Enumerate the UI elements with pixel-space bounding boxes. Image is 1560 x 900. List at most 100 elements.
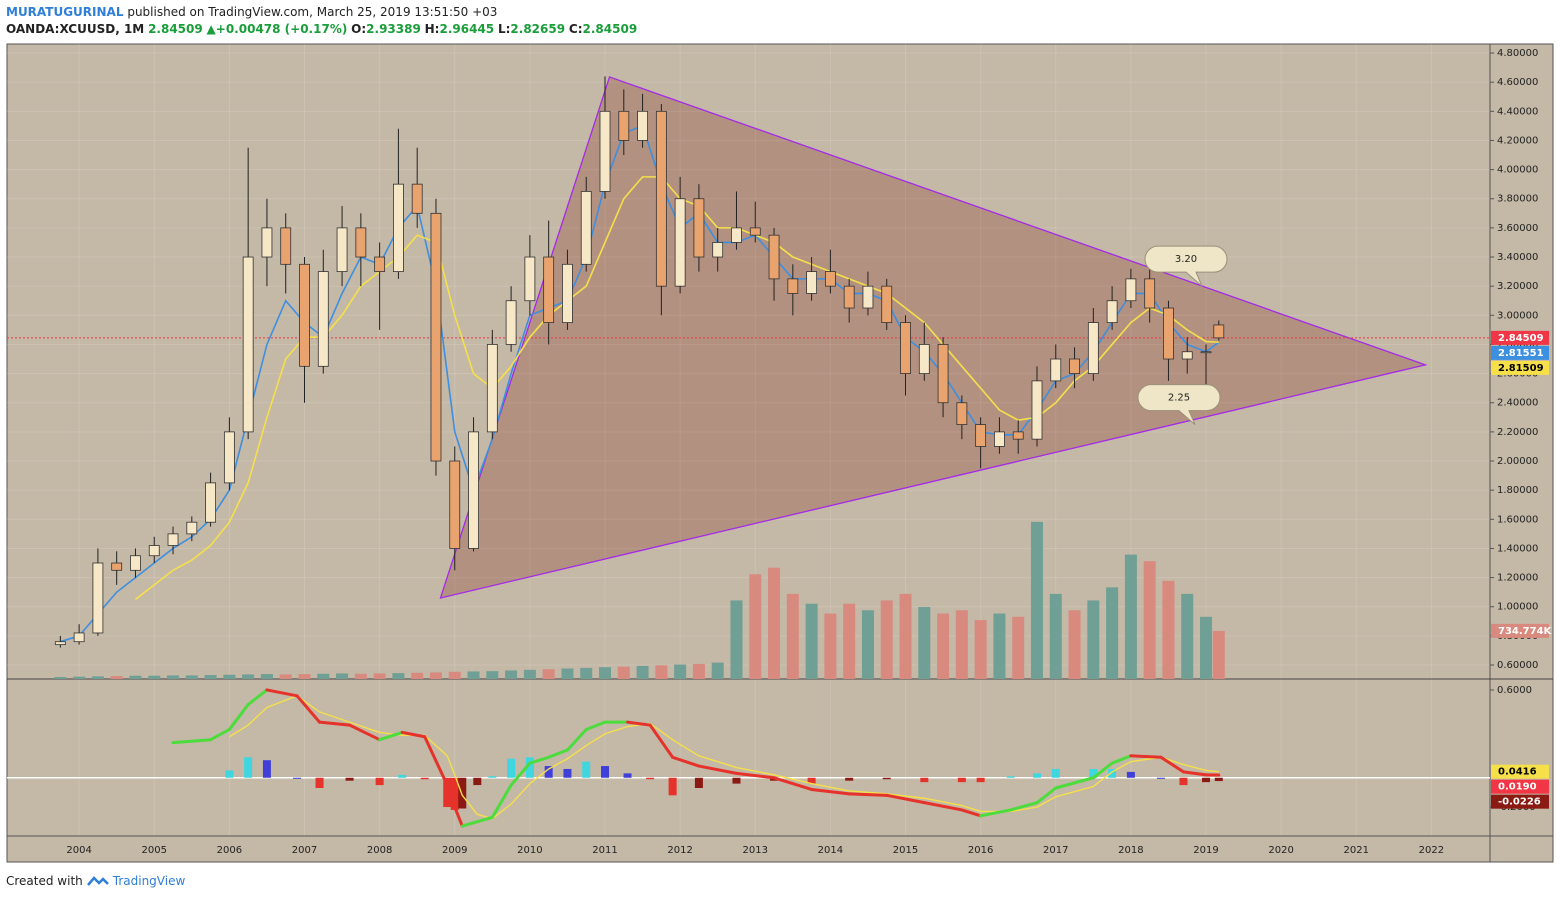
price-badge [1491,779,1549,794]
volume-bar [1143,561,1156,679]
volume-bar [749,574,762,679]
candle-body [1181,351,1193,360]
candle-body [768,234,780,280]
change: +0.00478 (+0.17%) [215,22,348,36]
candle-body [411,183,423,214]
candle-body [1106,300,1118,323]
histogram-bar [807,777,816,784]
volume-bar [805,603,818,679]
volume-bar [974,620,987,679]
y-tick-label: 4.00000 [1497,165,1538,176]
volume-bar [937,613,950,679]
candle-body [1087,322,1099,374]
callout-bubble [1137,384,1221,425]
histogram-bar [315,777,324,788]
price-badge [1491,360,1549,375]
candle-body [73,632,85,643]
candle-body [486,344,498,433]
volume-bar [599,667,612,679]
chart-background [6,43,1554,863]
x-tick-label: 2014 [818,845,843,856]
x-tick-label: 2012 [667,845,692,856]
histogram-bar [262,760,271,778]
y-tick-label: 1.60000 [1497,514,1538,525]
x-tick-label: 2006 [217,845,242,856]
candle-body [937,344,949,404]
price-badge-label: 0.0416 [1498,767,1537,778]
macd-segment [847,792,889,797]
volume-bar [1212,630,1225,679]
candle-body [975,424,987,447]
price-badge-label: 0.0190 [1498,782,1537,793]
y-tick-label: 4.60000 [1497,77,1538,88]
histogram-bar [582,761,591,778]
histogram-bar [225,770,234,778]
volume-bar [73,676,86,679]
volume-bar [730,600,743,679]
candle-body [655,110,667,287]
candle-body [205,482,216,523]
macd-segment [772,776,814,791]
histogram-bar [1214,777,1223,782]
candle-body [900,322,911,374]
candle-body [299,263,310,367]
price-badge-label: 2.84509 [1498,333,1544,344]
macd-segment [626,720,652,727]
histogram-bar [920,777,929,783]
macd-segment [648,723,675,759]
candle-body [843,285,855,309]
volume-bar [711,662,724,679]
candle-body [54,641,66,646]
x-tick-label: 2010 [517,845,542,856]
volume-bar [448,671,461,679]
candle-body [148,545,160,557]
macd-segment [979,808,1013,818]
created: Created with [6,874,83,888]
y-tick-label: 4.20000 [1497,135,1538,146]
volume-bar [1030,521,1043,679]
candle-body [1213,324,1225,339]
macd-segment [318,720,352,727]
volume-bar [242,674,255,679]
candle-body [242,256,254,433]
macd-segment [734,771,776,780]
volume-bar [692,663,705,679]
logo [86,876,109,886]
histogram-bar [375,777,384,786]
volume-bar [204,675,217,679]
user[interactable]: MURATUGURINAL [6,5,124,19]
volume-bar [1068,610,1081,679]
candle-body [261,227,273,258]
candle-body [374,256,386,272]
macd-segment [246,688,269,707]
publish-line: MURATUGURINAL published on TradingView.c… [6,4,637,21]
candle-body [749,227,761,236]
x-tick-label: 2017 [1043,845,1068,856]
y-tick-label: 1.40000 [1497,543,1538,554]
candle-body [824,271,836,287]
x-tick-label: 2016 [968,845,993,856]
arrow: ▲ [206,22,216,36]
volume-bar [54,677,67,679]
volume-bar [1162,580,1175,679]
price-badge [1491,345,1549,360]
candle-body [712,242,724,258]
histogram-bar [1108,768,1117,778]
candle-body [1050,358,1062,382]
x-tick-label: 2019 [1193,845,1218,856]
macd-segment [423,735,449,787]
ohlc-label: L: [497,22,511,36]
macd-segment [671,755,701,768]
header: MURATUGURINAL published on TradingView.c… [6,4,637,38]
price-badge-label: 734.774K [1498,626,1553,637]
volume-bar [392,673,405,679]
macd-segment [547,748,569,759]
published: published on TradingView.com, March 25, … [127,5,498,19]
volume-bar [580,667,593,679]
y-tick-label: 1.00000 [1497,602,1538,613]
candle-body [1069,358,1080,374]
volume-bar [1049,593,1062,679]
brand[interactable]: TradingView [112,874,186,888]
histogram-bar [1051,768,1060,778]
